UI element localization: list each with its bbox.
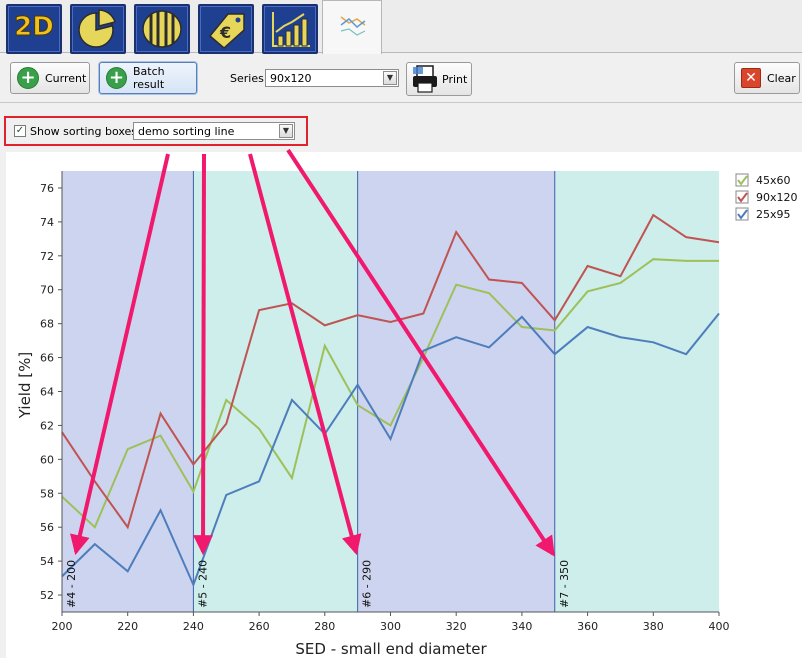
tab-2d[interactable]: 2D bbox=[0, 0, 64, 54]
x-tick-label: 280 bbox=[314, 620, 335, 633]
sorting-box-band bbox=[62, 171, 194, 612]
y-tick-label: 68 bbox=[40, 318, 54, 331]
batch-result-button[interactable]: + Batch result bbox=[99, 62, 197, 94]
annotation-arrow bbox=[286, 148, 555, 557]
x-axis-label: SED - small end diameter bbox=[295, 640, 487, 658]
tab-pie[interactable] bbox=[64, 0, 128, 54]
batch-result-button-label: Batch result bbox=[133, 65, 165, 91]
print-button[interactable]: Print bbox=[406, 62, 472, 96]
y-tick-label: 62 bbox=[40, 419, 54, 432]
chevron-down-icon: ▼ bbox=[383, 71, 397, 85]
check-icon bbox=[737, 175, 748, 186]
series-line-90x120 bbox=[61, 213, 720, 530]
line-chart-icon bbox=[340, 16, 366, 36]
toolbar: + Current + Batch result Series 90x120 ▼… bbox=[0, 54, 802, 103]
bar-trend-icon bbox=[262, 4, 318, 54]
x-tick-label: 200 bbox=[52, 620, 73, 633]
log-section-icon bbox=[134, 4, 190, 54]
y-tick-label: 52 bbox=[40, 589, 54, 602]
sorting-line-select[interactable]: demo sorting line ▼ bbox=[133, 122, 295, 140]
print-button-label: Print bbox=[442, 72, 468, 86]
x-tick-label: 380 bbox=[643, 620, 664, 633]
printer-icon bbox=[413, 65, 437, 93]
check-icon bbox=[737, 209, 748, 220]
legend-entry: 90x120 bbox=[756, 191, 798, 204]
y-tick-label: 70 bbox=[40, 284, 54, 297]
2d-icon: 2D bbox=[6, 4, 62, 54]
y-tick-label: 64 bbox=[40, 386, 54, 399]
x-tick-label: 260 bbox=[249, 620, 270, 633]
y-axis-label: Yield [%] bbox=[16, 352, 34, 419]
sorting-options-highlight bbox=[4, 116, 308, 146]
sorting-box-label: #6 - 290 bbox=[361, 560, 374, 608]
sorting-line-select-value: demo sorting line bbox=[138, 124, 235, 138]
plus-icon: + bbox=[17, 67, 39, 89]
sorting-box-label: #4 - 200 bbox=[65, 560, 78, 608]
options-bar: ✓ Show sorting boxes demo sorting line ▼ bbox=[0, 104, 802, 146]
show-sorting-boxes-checkbox[interactable]: ✓ bbox=[14, 125, 26, 137]
tab-line-chart[interactable] bbox=[322, 0, 382, 54]
svg-text:€: € bbox=[219, 23, 231, 42]
y-tick-label: 58 bbox=[40, 487, 54, 500]
y-tick-label: 74 bbox=[40, 216, 54, 229]
tab-bar: 2D € bbox=[0, 0, 802, 54]
legend-swatch bbox=[735, 190, 749, 204]
clear-button-label: Clear bbox=[767, 71, 796, 85]
y-tick-label: 54 bbox=[40, 555, 54, 568]
sorting-box-label: #5 - 240 bbox=[196, 560, 209, 608]
x-tick-label: 220 bbox=[117, 620, 138, 633]
y-tick-label: 76 bbox=[40, 182, 54, 195]
legend-entry: 45x60 bbox=[756, 174, 791, 187]
check-icon bbox=[737, 192, 748, 203]
current-button[interactable]: + Current bbox=[10, 62, 90, 94]
legend-swatch bbox=[735, 207, 749, 221]
y-tick-label: 56 bbox=[40, 521, 54, 534]
annotation-arrow bbox=[70, 153, 170, 556]
chevron-down-icon: ▼ bbox=[279, 124, 293, 138]
x-tick-label: 400 bbox=[709, 620, 730, 633]
x-tick-label: 360 bbox=[577, 620, 598, 633]
series-select-value: 90x120 bbox=[270, 71, 312, 85]
plus-icon: + bbox=[106, 67, 128, 89]
series-label: Series bbox=[230, 72, 264, 85]
sorting-box-band bbox=[357, 171, 555, 612]
y-tick-label: 72 bbox=[40, 250, 54, 263]
close-icon: ✕ bbox=[741, 68, 761, 88]
tab-price[interactable]: € bbox=[192, 0, 256, 54]
annotation-arrow bbox=[193, 153, 214, 556]
sorting-box-band bbox=[554, 171, 719, 612]
legend-swatch bbox=[735, 173, 749, 187]
x-tick-label: 320 bbox=[446, 620, 467, 633]
series-line-45x60 bbox=[61, 258, 719, 529]
show-sorting-boxes-label: Show sorting boxes bbox=[30, 125, 138, 138]
y-tick-label: 66 bbox=[40, 352, 54, 365]
price-tag-euro-icon: € bbox=[198, 4, 254, 54]
sorting-box-band bbox=[193, 171, 358, 612]
tab-trend[interactable] bbox=[256, 0, 320, 54]
current-button-label: Current bbox=[45, 71, 87, 85]
legend-entry: 25x95 bbox=[756, 208, 791, 221]
x-tick-label: 300 bbox=[380, 620, 401, 633]
y-tick-label: 60 bbox=[40, 453, 54, 466]
annotation-arrow bbox=[248, 153, 362, 556]
clear-button[interactable]: ✕ Clear bbox=[734, 62, 800, 94]
sorting-box-label: #7 - 350 bbox=[558, 560, 571, 608]
x-tick-label: 240 bbox=[183, 620, 204, 633]
tab-log-section[interactable] bbox=[128, 0, 192, 54]
series-select[interactable]: 90x120 ▼ bbox=[265, 69, 399, 87]
x-tick-label: 340 bbox=[511, 620, 532, 633]
series-line-25x95 bbox=[61, 312, 720, 588]
pie-chart-icon bbox=[70, 4, 126, 54]
tab-2d-label: 2D bbox=[14, 12, 55, 43]
